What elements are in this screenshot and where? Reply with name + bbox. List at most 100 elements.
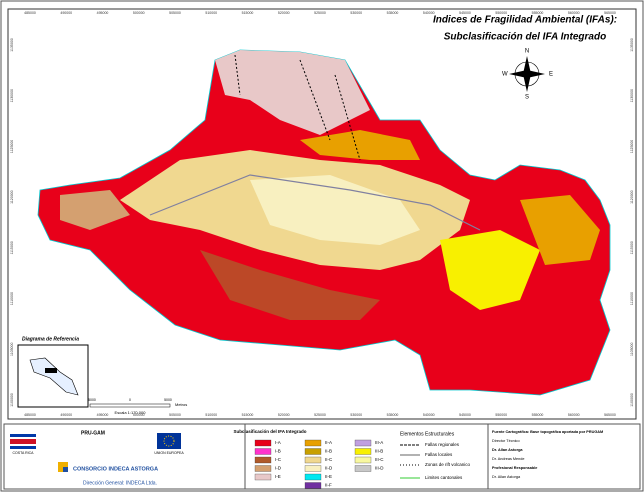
region-ne: [300, 130, 420, 160]
x-coordinate-label: 490000: [60, 11, 72, 15]
legend-swatch: [254, 473, 272, 481]
x-coordinate-label: 550000: [495, 413, 507, 417]
region-west: [60, 190, 130, 230]
north-s: S: [525, 95, 529, 101]
consortium-logo-part: [63, 467, 68, 472]
legend-label: II-C: [325, 457, 333, 462]
region-east: [440, 230, 540, 310]
x-coordinate-label: 530000: [350, 11, 362, 15]
structural-label: Limites cantonales: [425, 475, 463, 480]
x-coordinate-label: 525000: [314, 11, 326, 15]
legend-label: III-A: [375, 440, 383, 445]
reference-title: Diagrama de Referencia: [22, 336, 79, 342]
north-n: N: [525, 49, 529, 55]
y-coordinate-label: 1110000: [10, 292, 14, 305]
region-south: [200, 250, 380, 320]
x-coordinate-label: 485000: [24, 11, 36, 15]
eu-stars: [163, 435, 175, 447]
reference-country: [29, 357, 79, 396]
x-coordinate-label: 520000: [278, 413, 290, 417]
y-coordinate-label: 1105000: [10, 343, 14, 356]
north-arrow: N S E W: [502, 49, 553, 101]
panel-frame: [3, 423, 641, 490]
legend-label: II-A: [325, 440, 332, 445]
x-coordinate-label: 495000: [97, 11, 109, 15]
legend-label: II-E: [325, 474, 332, 479]
y-coordinate-label: 1130000: [630, 89, 634, 102]
legend-swatch: [354, 465, 372, 472]
x-coordinate-label: 535000: [387, 413, 399, 417]
cr-flag: [10, 434, 36, 449]
eu-label: UNION EUROPEA: [154, 451, 184, 455]
x-coordinate-label: 520000: [278, 11, 290, 15]
x-coordinate-label: 545000: [459, 11, 471, 15]
bottom-panel: COSTA RICA PRU-GAM UNION EUROPEA CONSORC…: [3, 423, 641, 490]
x-coordinate-label: 530000: [350, 413, 362, 417]
x-coordinate-label: 565000: [604, 413, 616, 417]
legend-swatch: [254, 465, 272, 472]
structural-label: Fallas regionales: [425, 442, 460, 447]
legend-label: I-A: [275, 440, 281, 445]
scale-tick: 5000: [88, 398, 96, 402]
legend-swatch: [254, 448, 272, 455]
legend-swatch: [304, 482, 322, 489]
scale-text: Escala 1:170.000: [115, 410, 147, 415]
x-coordinate-label: 525000: [314, 413, 326, 417]
y-coordinate-label: 1130000: [10, 89, 14, 102]
legend-label: II-D: [325, 466, 333, 471]
x-coordinate-label: 510000: [205, 11, 217, 15]
y-coordinate-label: 1100000: [630, 393, 634, 406]
reference-diagram: Diagrama de Referencia Metros Escala 1:1…: [17, 336, 187, 415]
faults: [234, 54, 361, 161]
x-coordinate-label: 560000: [568, 413, 580, 417]
scale-bar: [89, 403, 171, 408]
x-coordinate-label: 555000: [532, 11, 544, 15]
country-label: COSTA RICA: [13, 451, 35, 455]
x-coordinate-label: 515000: [242, 413, 254, 417]
x-coordinate-label: 500000: [133, 413, 145, 417]
x-coordinate-label: 510000: [205, 413, 217, 417]
credit-line: Dr. Andreas Mende: [492, 457, 525, 461]
legend-label: I-D: [275, 466, 282, 471]
legend-swatch: [304, 473, 322, 481]
map-body: [37, 49, 611, 396]
x-coordinate-label: 505000: [169, 11, 181, 15]
scale-tick: 0: [129, 398, 131, 402]
legend-swatch: [354, 439, 372, 447]
north-e: E: [549, 72, 553, 78]
x-coordinate-label: 485000: [24, 413, 36, 417]
credit-line: Fuente Cartográfica: Base topográfica ap…: [492, 430, 603, 434]
consortium-label: CONSORCIO INDECA ASTORGA: [73, 466, 158, 472]
legend-label: II-B: [325, 449, 332, 454]
north-w: W: [502, 72, 508, 78]
structural-label: Zonas de rift volcanico: [425, 462, 471, 467]
y-coordinate-label: 1125000: [630, 140, 634, 153]
y-coordinate-label: 1120000: [630, 190, 634, 203]
legend-label: I-E: [275, 474, 281, 479]
x-coordinate-label: 540000: [423, 413, 435, 417]
river: [149, 174, 481, 231]
eu-flag: [157, 433, 181, 449]
legend-swatch: [304, 439, 322, 447]
scale-tick: 5000: [164, 398, 172, 402]
x-coordinate-label: 545000: [459, 413, 471, 417]
region-far-east: [520, 195, 600, 265]
y-coordinate-label: 1110000: [630, 292, 634, 305]
x-coordinate-label: 540000: [423, 11, 435, 15]
y-coordinate-label: 1135000: [630, 38, 634, 51]
legend-swatch: [304, 465, 322, 472]
scale-unit: Metros: [175, 402, 187, 407]
legend-title: Subclasificación del IFA Integrado: [233, 429, 306, 434]
x-coordinate-label: 495000: [97, 413, 109, 417]
legend-label: II-F: [325, 483, 332, 488]
x-coordinate-label: 505000: [169, 413, 181, 417]
x-coordinate-label: 555000: [532, 413, 544, 417]
credit-line: Dr. Allan Astorga: [492, 448, 523, 452]
legend-swatch: [254, 439, 272, 447]
legend-swatch: [254, 456, 272, 464]
legend-label: I-B: [275, 449, 281, 454]
x-coordinate-label: 500000: [133, 11, 145, 15]
region-north: [215, 50, 370, 135]
reference-area: [45, 368, 57, 373]
